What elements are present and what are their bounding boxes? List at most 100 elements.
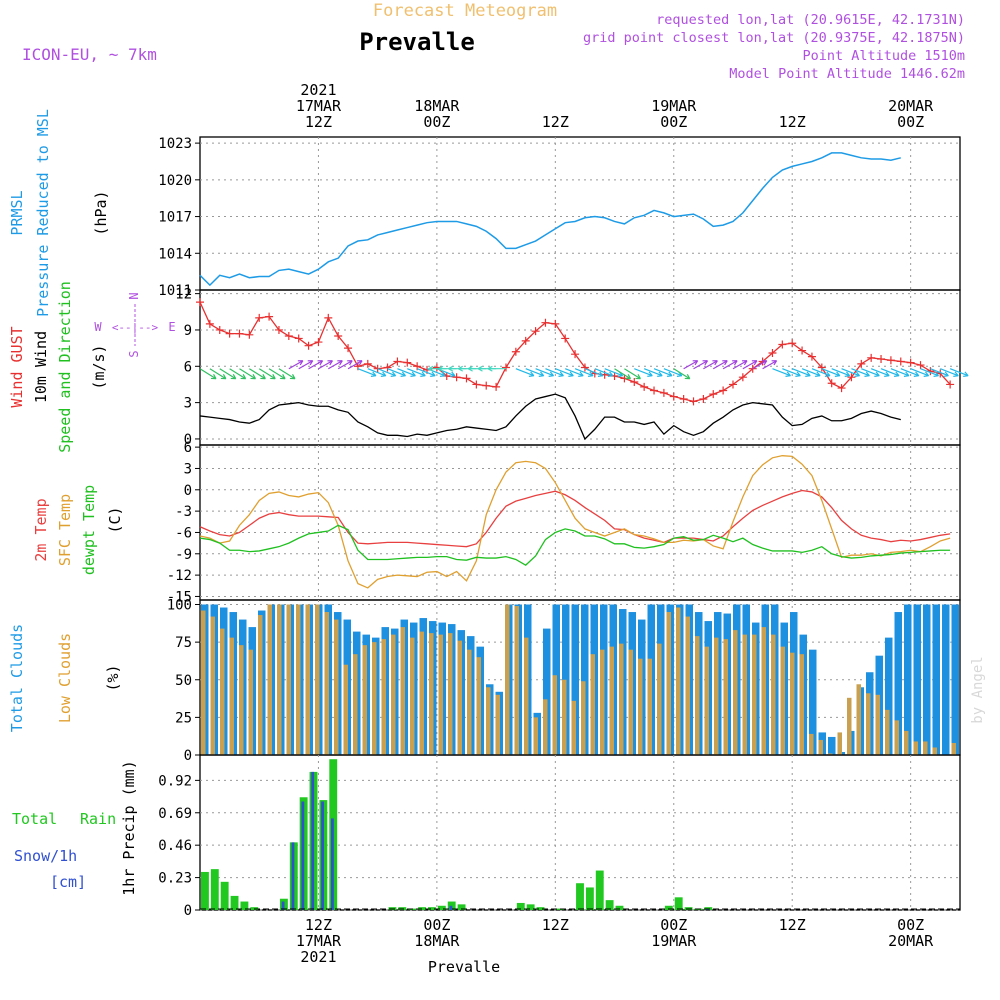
bottom-time-label: 00Z [423,916,450,934]
low-cloud-bar [229,637,234,755]
wind-arrow-head [741,360,748,366]
wind-arrow-head [666,371,673,377]
wind-direction-arrow [604,368,623,377]
low-cloud-bar [267,604,272,755]
wind-arrow-head [307,360,314,366]
temp-dew-label: dewpt Temp [80,485,98,575]
gust-marker [284,332,293,341]
low-cloud-bar [780,646,785,755]
gust-marker [501,363,510,372]
snow-bar [301,801,305,910]
watermark-label: by Angel [970,656,986,723]
wind-arrow-head [240,374,247,380]
rain-bar [576,883,584,910]
rain-bar [526,904,535,910]
temperature-ytick-label: -3 [175,504,192,520]
wind-arrow-head [220,374,227,380]
gust-marker [294,334,303,343]
wind-arrow-head [538,371,545,377]
wind-arrow-head [732,360,738,366]
low-cloud-bar [904,730,909,755]
wind-direction-arrow [949,368,969,377]
wind-arrow-head [625,374,632,380]
rain-bar [437,905,446,910]
gust-marker [580,363,589,372]
wind-arrow-head [448,365,454,372]
low-cloud-bar [799,654,804,755]
gust-marker [196,298,204,307]
gust-marker [640,382,649,391]
low-cloud-bar [790,652,795,755]
low-cloud-bar [837,732,842,755]
rain-bar [605,900,614,910]
precip-ytick-label: 0.69 [158,806,192,822]
low-cloud-bar [590,654,595,755]
bottom-time-label: 12Z [779,916,806,934]
low-cloud-bar [714,637,719,755]
low-cloud-bar [628,649,633,755]
wind-arrow-head [635,374,641,380]
wind-direction-arrow [870,368,890,377]
rain-bar [201,871,209,910]
total-cloud-bar [942,604,950,755]
wind-arrow-head [963,371,969,377]
gust-marker [778,340,787,349]
gust-marker [709,390,718,399]
low-cloud-bar [457,640,462,755]
low-cloud-bar [353,654,358,755]
wind-arrow-head [317,360,324,366]
wind-arrow-head [692,360,699,366]
wind-arrow-head [913,371,920,377]
wind-direction-arrow [377,368,396,377]
temperature-ytick-label: 3 [184,461,192,477]
wind-unit-label: (m/s) [90,344,108,389]
low-cloud-bar [685,616,690,755]
pressure-ytick-label: 1023 [158,136,192,152]
total-cloud-bar [581,604,589,755]
precip-axis-label: 1hr Precip (mm) [120,760,138,895]
low-cloud-bar [761,627,766,755]
wind-arrow-head [761,360,768,366]
total-cloud-bar [923,604,931,755]
precip-total-label: Total [12,810,57,828]
low-cloud-bar [524,637,529,755]
low-cloud-bar [286,604,291,755]
gust-marker [768,348,777,357]
low-cloud-bar [248,649,253,755]
top-time-label: 18MAR [414,97,460,115]
rain-bar [595,870,604,910]
low-cloud-bar [324,612,329,755]
gust-marker [314,338,323,347]
wind-arrow-head [439,371,446,377]
gust-marker [719,386,728,395]
top-time-label: 12Z [305,113,332,131]
total-cloud-bar [904,604,912,755]
wind-direction-arrow [387,368,406,377]
wind-ytick-label: 6 [184,359,192,375]
compass-north: N [127,292,141,299]
low-cloud-bar [220,628,225,755]
wind-arrow-head [528,371,535,377]
low-cloud-bar [657,643,662,755]
wind-arrow-head [289,374,296,380]
wind-direction-arrow [801,368,821,377]
requested-coords: requested lon,lat (20.9615E, 42.1731N) [656,12,965,28]
gust-marker [847,373,856,382]
low-cloud-bar [429,633,434,755]
gust-marker [334,332,343,341]
low-cloud-bar [913,741,918,755]
gust-marker [650,386,659,395]
wind-ytick-label: 12 [175,287,192,303]
wind-direction-arrow [851,368,870,377]
wind-arrow-head [390,371,397,377]
wind-direction-arrow [831,368,850,377]
bottom-time-label: 00Z [660,916,687,934]
top-time-label: 12Z [542,113,569,131]
gust-marker [462,374,471,383]
low-cloud-bar [495,694,500,755]
top-time-label: 00Z [897,113,924,131]
low-cloud-bar [733,630,738,755]
wind-direction-arrow [634,368,653,377]
pressure-name-label: PRMSL [8,190,26,235]
wind-direction-arrow [328,360,343,370]
